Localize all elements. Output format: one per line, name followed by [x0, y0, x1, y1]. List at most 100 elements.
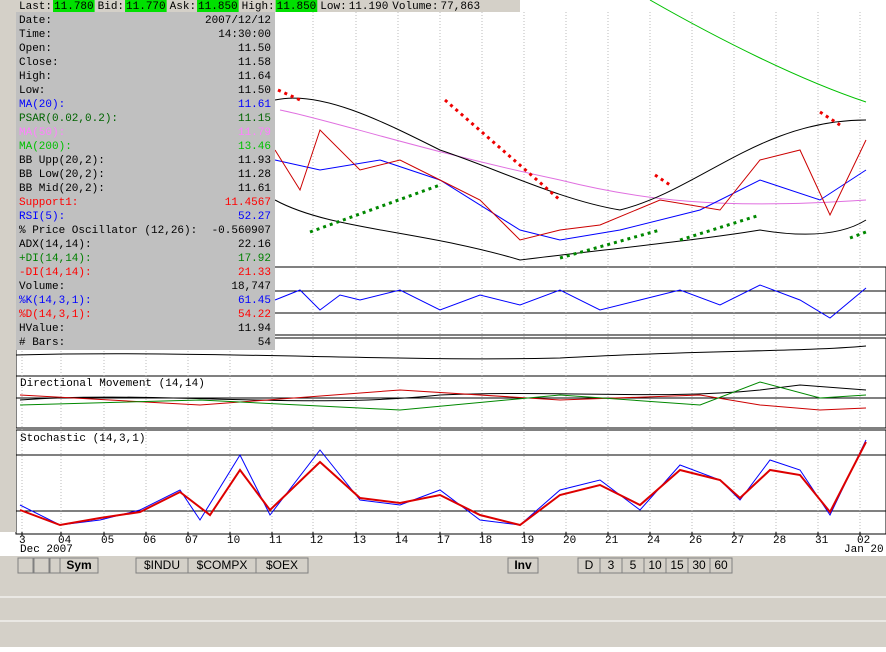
x-tick-label: 31 [815, 535, 829, 547]
data-label: -DI(14,14): [19, 267, 92, 279]
x-tick-label: 27 [731, 535, 744, 547]
tab-label[interactable]: D [585, 558, 594, 572]
x-tick-label: 05 [101, 535, 114, 547]
quote-highlight [275, 0, 318, 12]
data-label: Volume: [19, 281, 65, 293]
data-label: +DI(14,14): [19, 253, 92, 265]
x-tick-label: 24 [647, 535, 661, 547]
tab-label[interactable]: 5 [630, 558, 637, 572]
data-label: %D(14,3,1): [19, 309, 92, 321]
tab-label[interactable]: 60 [714, 558, 728, 572]
x-tick-label: 28 [773, 535, 786, 547]
tab-label[interactable]: 10 [648, 558, 662, 572]
x-tick-label: 07 [185, 535, 198, 547]
data-value: 18,747 [231, 281, 271, 293]
data-label: High: [19, 71, 52, 83]
quote-label: Low: [320, 1, 346, 13]
x-tick-label: 06 [143, 535, 156, 547]
data-value: 11.4567 [225, 197, 271, 209]
quote-value: 11.850 [198, 1, 238, 13]
panel-title: Stochastic (14,3,1) [20, 433, 145, 445]
tab-label[interactable]: $COMPX [197, 558, 248, 572]
data-label: ADX(14,14): [19, 239, 92, 251]
month-label: Jan 20 [844, 544, 884, 556]
x-tick-label: 17 [437, 535, 450, 547]
x-tick-label: 20 [563, 535, 576, 547]
tab-button[interactable] [507, 557, 539, 574]
data-label: RSI(5): [19, 211, 65, 223]
quote-value: 11.190 [349, 1, 389, 13]
data-value: 2007/12/12 [205, 15, 271, 27]
tab-button[interactable] [255, 557, 309, 574]
data-value: 11.61 [238, 183, 271, 195]
data-label: Open: [19, 43, 52, 55]
tab-label[interactable]: $OEX [266, 558, 298, 572]
data-label: %K(14,3,1): [19, 295, 92, 307]
data-label: PSAR(0.02,0.2): [19, 113, 118, 125]
data-value: 54.22 [238, 309, 271, 321]
data-label: BB Upp(20,2): [19, 155, 105, 167]
data-value: 11.61 [238, 99, 271, 111]
tab-label[interactable]: Sym [66, 558, 91, 572]
data-value: 21.33 [238, 267, 271, 279]
tab-label[interactable]: Inv [514, 558, 532, 572]
x-tick-label: 19 [521, 535, 534, 547]
month-label: Dec 2007 [20, 544, 73, 556]
data-label: HValue: [19, 323, 65, 335]
quote-fields: Last: 11.780 Bid: 11.770 Ask: 11.850 High: 11.8… [19, 0, 480, 13]
tab-button[interactable] [709, 557, 733, 574]
tab-label[interactable]: $INDU [144, 558, 180, 572]
nav-button[interactable] [33, 557, 50, 574]
x-tick-label: 04 [58, 535, 72, 547]
data-label: BB Mid(20,2): [19, 183, 105, 195]
tab-label[interactable]: 3 [608, 558, 615, 572]
quote-label: Bid: [98, 1, 124, 13]
data-value: 14:30:00 [218, 29, 271, 41]
quote-label: High: [242, 1, 275, 13]
data-value: 54 [258, 337, 272, 349]
tab-label[interactable]: 15 [670, 558, 684, 572]
price-drawings [15, 0, 867, 527]
tab-button[interactable] [59, 557, 99, 574]
quote-value: 77,863 [441, 1, 481, 13]
data-label: MA(50): [19, 127, 65, 139]
tab-label[interactable]: 30 [692, 558, 706, 572]
quote-value: 11.850 [277, 1, 317, 13]
data-value: 17.92 [238, 253, 271, 265]
data-value: 52.27 [238, 211, 271, 223]
x-tick-label: 18 [479, 535, 492, 547]
data-label: MA(20): [19, 99, 65, 111]
data-window [16, 12, 275, 350]
data-value: -0.560907 [212, 225, 271, 237]
quote-highlight [125, 0, 167, 12]
tab-bar: Sym $INDU $COMPX $OEX Inv D 3 5 10 15 30 60 [17, 557, 733, 574]
quote-label: Volume: [392, 1, 438, 13]
data-value: 11.28 [238, 169, 271, 181]
data-label: Close: [19, 57, 59, 69]
data-label: BB Low(20,2): [19, 169, 105, 181]
data-window-rows: Date: 2007/12/12 Time: 14:30:00 Open: 11.50 Cl… [19, 15, 271, 349]
panel-title: Directional Movement (14,14) [20, 378, 205, 390]
data-value: 11.64 [238, 71, 271, 83]
x-tick-label: 21 [605, 535, 619, 547]
bottom-toolbar [0, 556, 886, 647]
data-label: Low: [19, 85, 45, 97]
nav-button[interactable] [17, 557, 34, 574]
x-tick-label: 11 [269, 535, 283, 547]
data-label: Support1: [19, 197, 78, 209]
quote-highlight [53, 0, 95, 12]
data-value: 11.50 [238, 43, 271, 55]
x-tick-label: 13 [353, 535, 366, 547]
data-value: 22.16 [238, 239, 271, 251]
x-tick-label: 10 [227, 535, 240, 547]
x-tick-label: 02 [857, 535, 870, 547]
data-label: Time: [19, 29, 52, 41]
x-tick-label: 26 [689, 535, 702, 547]
quote-highlight [197, 0, 239, 12]
quote-value: 11.770 [126, 1, 166, 13]
x-axis: 3 04 05 06 07 10 11 12 13 14 17 18 19 20 21 24 26 27 28 31 0… [19, 532, 870, 547]
data-value: 11.50 [238, 85, 271, 97]
data-value: 11.79 [238, 127, 271, 139]
data-label: Date: [19, 15, 52, 27]
